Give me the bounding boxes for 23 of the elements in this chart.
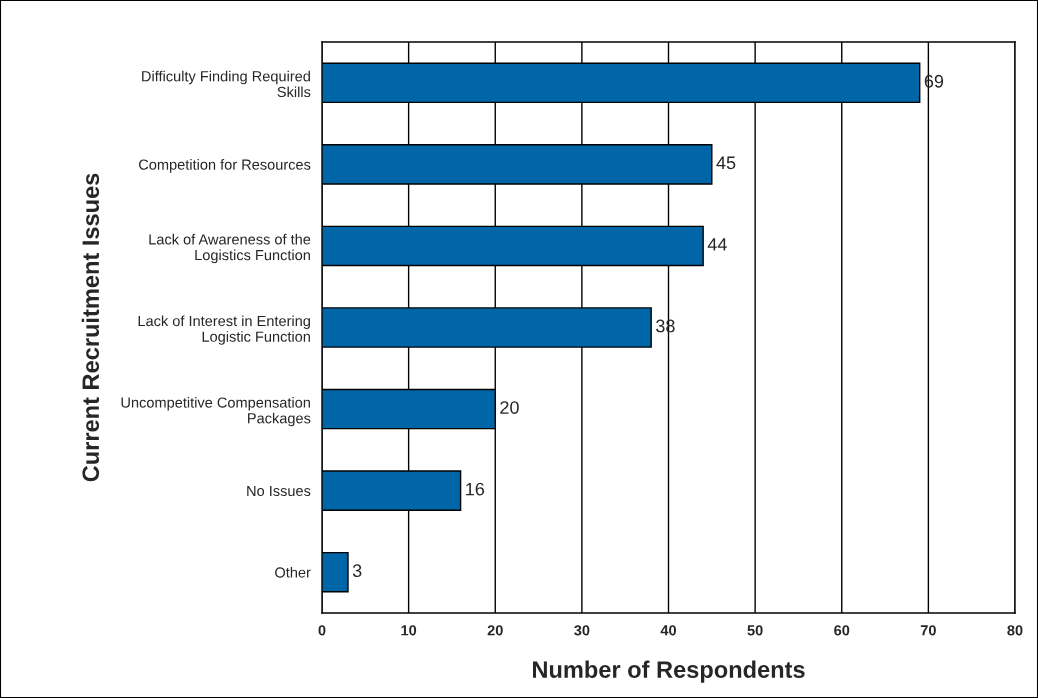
x-tick-label: 60 <box>834 625 850 636</box>
y-axis-title: Current Recruitment Issues <box>81 173 100 482</box>
x-tick-label: 40 <box>660 625 677 636</box>
x-tick-label: 20 <box>487 625 503 636</box>
x-tick-label: 30 <box>574 625 590 636</box>
data-label: 3 <box>352 564 362 578</box>
x-tick-label: 10 <box>401 625 417 636</box>
data-label: 16 <box>466 482 485 496</box>
x-tick-label: 50 <box>747 625 763 636</box>
y-tick-label: Competition for Resources <box>139 159 311 173</box>
y-tick-label: Uncompetitive Compensation Packages <box>121 396 311 427</box>
x-tick-label: 80 <box>1007 625 1023 636</box>
data-label: 45 <box>716 156 736 170</box>
y-tick-label: Lack of Interest in Entering Logistic Function <box>138 315 310 345</box>
x-tick-label: 70 <box>920 625 936 636</box>
y-tick-label: Difficulty Finding Required Skills <box>142 70 311 98</box>
y-tick-label: No Issues <box>247 485 311 497</box>
x-tick-label: 0 <box>318 625 326 636</box>
y-tick-label: Other <box>275 566 311 578</box>
data-label: 44 <box>707 238 727 251</box>
y-tick-label: Lack of Awareness of the Logistics Function <box>149 233 311 264</box>
data-label: 20 <box>500 401 519 414</box>
x-axis-title: Number of Respondents <box>533 660 805 683</box>
